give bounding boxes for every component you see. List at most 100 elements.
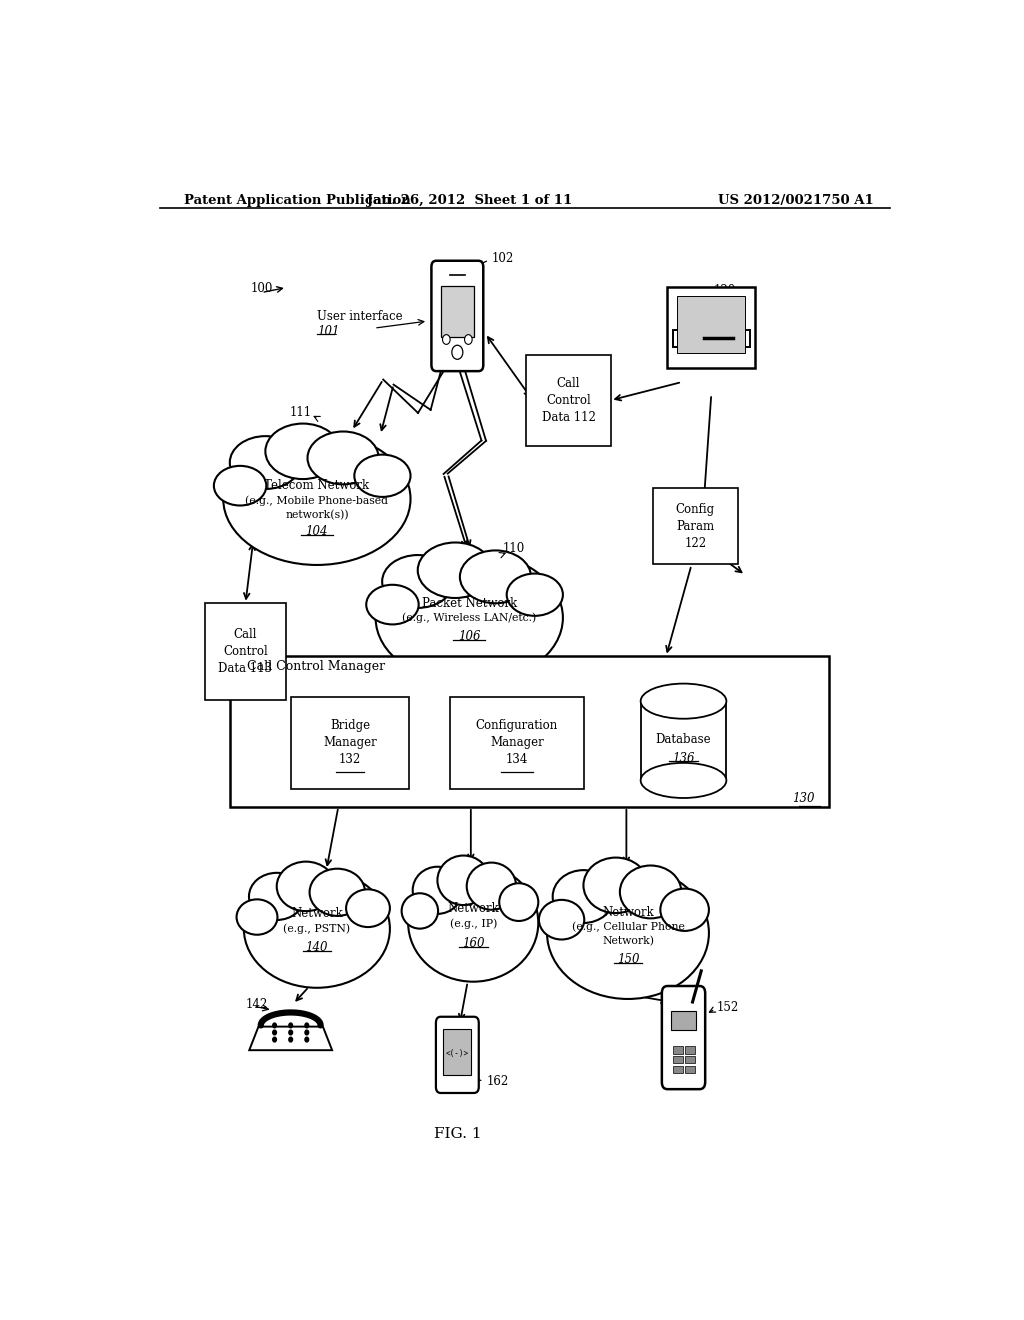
FancyBboxPatch shape — [431, 261, 483, 371]
Text: Packet Network: Packet Network — [422, 597, 517, 610]
Ellipse shape — [244, 870, 390, 987]
Circle shape — [272, 1030, 276, 1035]
Circle shape — [465, 335, 472, 345]
Text: Network: Network — [291, 907, 343, 920]
Ellipse shape — [539, 900, 585, 940]
Circle shape — [305, 1023, 308, 1028]
FancyBboxPatch shape — [292, 697, 409, 788]
Bar — [673, 1067, 683, 1073]
Bar — [685, 1056, 695, 1064]
Bar — [685, 1067, 695, 1073]
Bar — [678, 296, 745, 352]
Ellipse shape — [382, 554, 454, 609]
Ellipse shape — [229, 436, 301, 488]
Ellipse shape — [584, 858, 648, 913]
Text: 100: 100 — [251, 282, 273, 294]
Text: Call
Control
Data 112: Call Control Data 112 — [542, 376, 595, 424]
Ellipse shape — [237, 899, 278, 935]
Ellipse shape — [641, 763, 726, 799]
Text: Patent Application Publication: Patent Application Publication — [183, 194, 411, 207]
Text: 152: 152 — [717, 1001, 739, 1014]
Ellipse shape — [620, 866, 681, 919]
Text: User interface: User interface — [316, 310, 402, 323]
Text: 140: 140 — [305, 941, 328, 953]
Text: 120: 120 — [714, 284, 736, 297]
Ellipse shape — [437, 855, 489, 906]
Text: Network): Network) — [602, 936, 654, 946]
Text: Network: Network — [602, 906, 654, 919]
Text: 111: 111 — [290, 407, 312, 418]
Text: <(-)>: <(-)> — [445, 1049, 469, 1059]
Ellipse shape — [553, 870, 614, 923]
Text: 142: 142 — [246, 998, 267, 1011]
Text: Call
Control
Data 113: Call Control Data 113 — [218, 628, 272, 675]
Ellipse shape — [418, 543, 493, 598]
Bar — [685, 1047, 695, 1053]
Text: FIG. 1: FIG. 1 — [433, 1127, 481, 1142]
Text: (e.g., PSTN): (e.g., PSTN) — [284, 924, 350, 935]
Circle shape — [272, 1038, 276, 1041]
Text: 130: 130 — [792, 792, 814, 805]
Polygon shape — [249, 1027, 332, 1051]
Ellipse shape — [507, 574, 563, 616]
Ellipse shape — [249, 873, 304, 920]
FancyBboxPatch shape — [667, 286, 756, 368]
Text: Telecom Network: Telecom Network — [264, 479, 370, 492]
FancyBboxPatch shape — [205, 603, 287, 700]
Ellipse shape — [660, 888, 709, 931]
Ellipse shape — [354, 454, 411, 496]
Bar — [673, 330, 750, 347]
Circle shape — [452, 346, 463, 359]
Bar — [673, 1047, 683, 1053]
Circle shape — [305, 1038, 308, 1041]
Text: Config
Param
122: Config Param 122 — [676, 503, 715, 550]
Ellipse shape — [309, 869, 366, 916]
Text: 102: 102 — [492, 252, 514, 264]
Ellipse shape — [346, 890, 390, 927]
Text: 110: 110 — [503, 543, 525, 556]
FancyBboxPatch shape — [525, 355, 611, 446]
Text: Network: Network — [447, 902, 499, 915]
Ellipse shape — [500, 883, 539, 921]
Text: 104: 104 — [305, 525, 328, 539]
Ellipse shape — [214, 466, 266, 506]
Ellipse shape — [367, 585, 419, 624]
Ellipse shape — [265, 424, 340, 479]
Bar — [229, 656, 828, 807]
Text: 162: 162 — [486, 1074, 509, 1088]
Ellipse shape — [413, 867, 462, 913]
Ellipse shape — [460, 550, 531, 603]
Text: 160: 160 — [462, 937, 484, 949]
Ellipse shape — [307, 432, 379, 484]
Text: Jan. 26, 2012  Sheet 1 of 11: Jan. 26, 2012 Sheet 1 of 11 — [367, 194, 571, 207]
Text: (e.g., IP): (e.g., IP) — [450, 919, 497, 929]
Text: Configuration
Manager
134: Configuration Manager 134 — [476, 719, 558, 767]
Ellipse shape — [547, 867, 709, 999]
Ellipse shape — [276, 862, 335, 911]
Circle shape — [305, 1030, 308, 1035]
Text: (e.g., Mobile Phone-based: (e.g., Mobile Phone-based — [246, 495, 388, 506]
Circle shape — [289, 1030, 293, 1035]
Ellipse shape — [467, 862, 516, 909]
Text: 150: 150 — [616, 953, 639, 966]
Text: Database: Database — [655, 734, 712, 746]
Ellipse shape — [401, 894, 438, 929]
FancyBboxPatch shape — [451, 697, 584, 788]
Ellipse shape — [376, 552, 563, 684]
Circle shape — [289, 1023, 293, 1028]
FancyBboxPatch shape — [440, 285, 474, 337]
Bar — [671, 1011, 696, 1031]
Bar — [641, 701, 726, 780]
Text: 101: 101 — [316, 325, 339, 338]
Circle shape — [272, 1023, 276, 1028]
Circle shape — [289, 1038, 293, 1041]
FancyBboxPatch shape — [436, 1016, 479, 1093]
Text: US 2012/0021750 A1: US 2012/0021750 A1 — [718, 194, 873, 207]
Text: Bridge
Manager
132: Bridge Manager 132 — [324, 719, 377, 767]
Text: network(s)): network(s)) — [285, 510, 349, 520]
Text: 106: 106 — [458, 630, 480, 643]
Ellipse shape — [409, 863, 539, 982]
Text: Call Control Manager: Call Control Manager — [247, 660, 385, 673]
Bar — [443, 1030, 471, 1076]
FancyBboxPatch shape — [662, 986, 706, 1089]
